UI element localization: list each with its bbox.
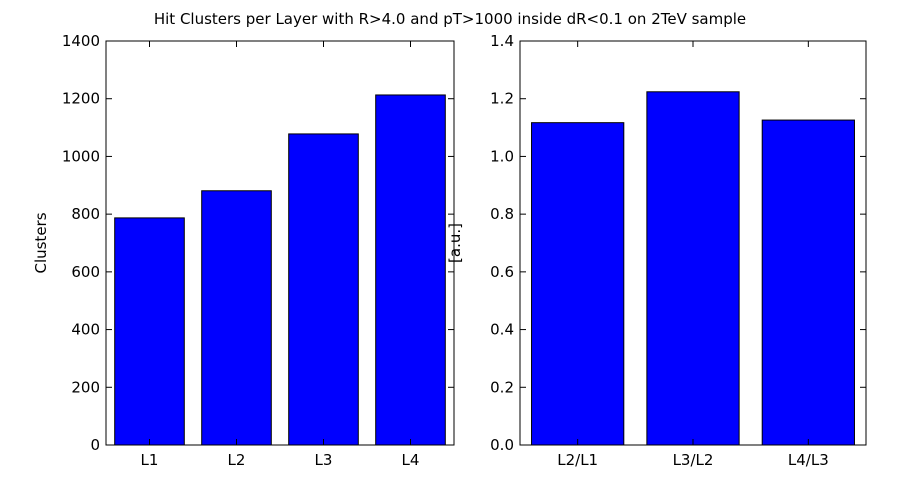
- left-bar-chart: 0 200 400 600 800 1000 1200 1400 L1 L2 L3 L4 Cluster…: [32, 32, 455, 469]
- y-tick-label: 0: [90, 436, 100, 454]
- bar-l2-l1: [531, 122, 625, 446]
- figure-title: Hit Clusters per Layer with R>4.0 and pT…: [154, 10, 746, 28]
- y-tick-label: 200: [71, 378, 100, 396]
- x-tick-label: L1: [141, 451, 159, 469]
- y-tick-label: 1.4: [490, 32, 514, 50]
- x-tick-label: L3/L2: [673, 451, 714, 469]
- y-tick-label: 0.6: [490, 263, 514, 281]
- bar-l4: [375, 94, 446, 446]
- y-tick-label: 1.2: [490, 90, 514, 108]
- x-tick-label: L2/L1: [557, 451, 598, 469]
- y-axis-label: [a.u.]: [446, 223, 464, 263]
- bar-l3-l2: [646, 91, 740, 446]
- x-tick-label: L4: [402, 451, 420, 469]
- bar-l2: [201, 190, 272, 446]
- y-tick-label: 0.0: [490, 436, 514, 454]
- y-tick-label: 0.8: [490, 205, 514, 223]
- y-tick-label: 1000: [62, 147, 100, 165]
- axes-frame: [105, 40, 455, 446]
- bar-l3: [288, 133, 359, 446]
- y-tick-label: 0.4: [490, 321, 514, 339]
- bar-l4-l3: [761, 119, 855, 446]
- y-tick-label: 400: [71, 321, 100, 339]
- bar-l1: [114, 217, 185, 446]
- y-tick-label: 1400: [62, 32, 100, 50]
- right-bar-chart: 0.0 0.2 0.4 0.6 0.8 1.0 1.2 1.4 L2/L1 L3/L2 L4/L3 […: [446, 32, 867, 469]
- y-tick-label: 1.0: [490, 147, 514, 165]
- x-tick-label: L2: [228, 451, 246, 469]
- y-tick-label: 600: [71, 263, 100, 281]
- y-tick-label: 0.2: [490, 378, 514, 396]
- y-tick-label: 1200: [62, 90, 100, 108]
- y-tick-label: 800: [71, 205, 100, 223]
- x-tick-label: L3: [315, 451, 333, 469]
- y-axis-label: Clusters: [32, 212, 50, 273]
- x-tick-label: L4/L3: [788, 451, 829, 469]
